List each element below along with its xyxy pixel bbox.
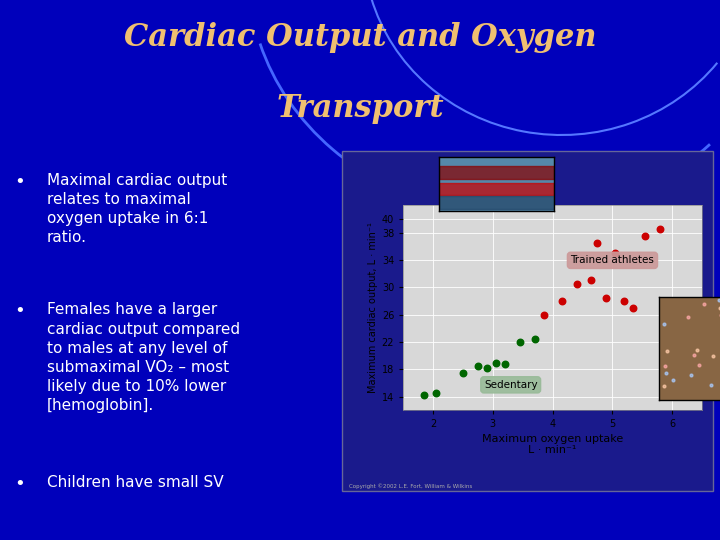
Point	[418, 391, 430, 400]
Point	[529, 334, 541, 343]
Point	[472, 362, 484, 370]
Point	[610, 249, 621, 258]
Text: •: •	[14, 475, 25, 493]
Point	[499, 360, 510, 368]
Point	[600, 293, 612, 302]
Bar	[439, 183, 554, 195]
Text: Children have small SV: Children have small SV	[47, 475, 223, 490]
Text: Trained athletes: Trained athletes	[570, 255, 654, 265]
Text: •: •	[14, 173, 25, 191]
Point	[457, 368, 469, 377]
Point	[538, 310, 549, 319]
Text: Sedentary: Sedentary	[484, 380, 538, 390]
Text: Females have a larger
cardiac output compared
to males at any level of
submaxima: Females have a larger cardiac output com…	[47, 302, 240, 414]
Text: Cardiac Output and Oxygen: Cardiac Output and Oxygen	[124, 22, 596, 53]
Text: Maximal cardiac output
relates to maximal
oxygen uptake in 6:1
ratio.: Maximal cardiac output relates to maxima…	[47, 173, 227, 245]
Text: •: •	[14, 302, 25, 320]
Bar	[439, 166, 554, 179]
Point	[481, 363, 492, 372]
Point	[585, 276, 597, 285]
FancyBboxPatch shape	[342, 151, 713, 491]
Point	[556, 296, 567, 305]
Point	[618, 296, 630, 305]
Text: Transport: Transport	[276, 92, 444, 124]
Point	[431, 389, 442, 397]
X-axis label: Maximum oxygen uptake
L · min⁻¹: Maximum oxygen uptake L · min⁻¹	[482, 434, 624, 455]
Point	[654, 225, 666, 233]
Point	[628, 303, 639, 312]
Point	[490, 358, 502, 367]
Bar	[439, 196, 554, 209]
Point	[571, 280, 582, 288]
Point	[639, 232, 651, 240]
Point	[592, 239, 603, 247]
Y-axis label: Maximum cardiac output, L · min⁻¹: Maximum cardiac output, L · min⁻¹	[367, 222, 377, 393]
Point	[514, 338, 526, 346]
Text: Copyright ©2002 L.E. Fort, William & Wilkins: Copyright ©2002 L.E. Fort, William & Wil…	[349, 483, 472, 489]
